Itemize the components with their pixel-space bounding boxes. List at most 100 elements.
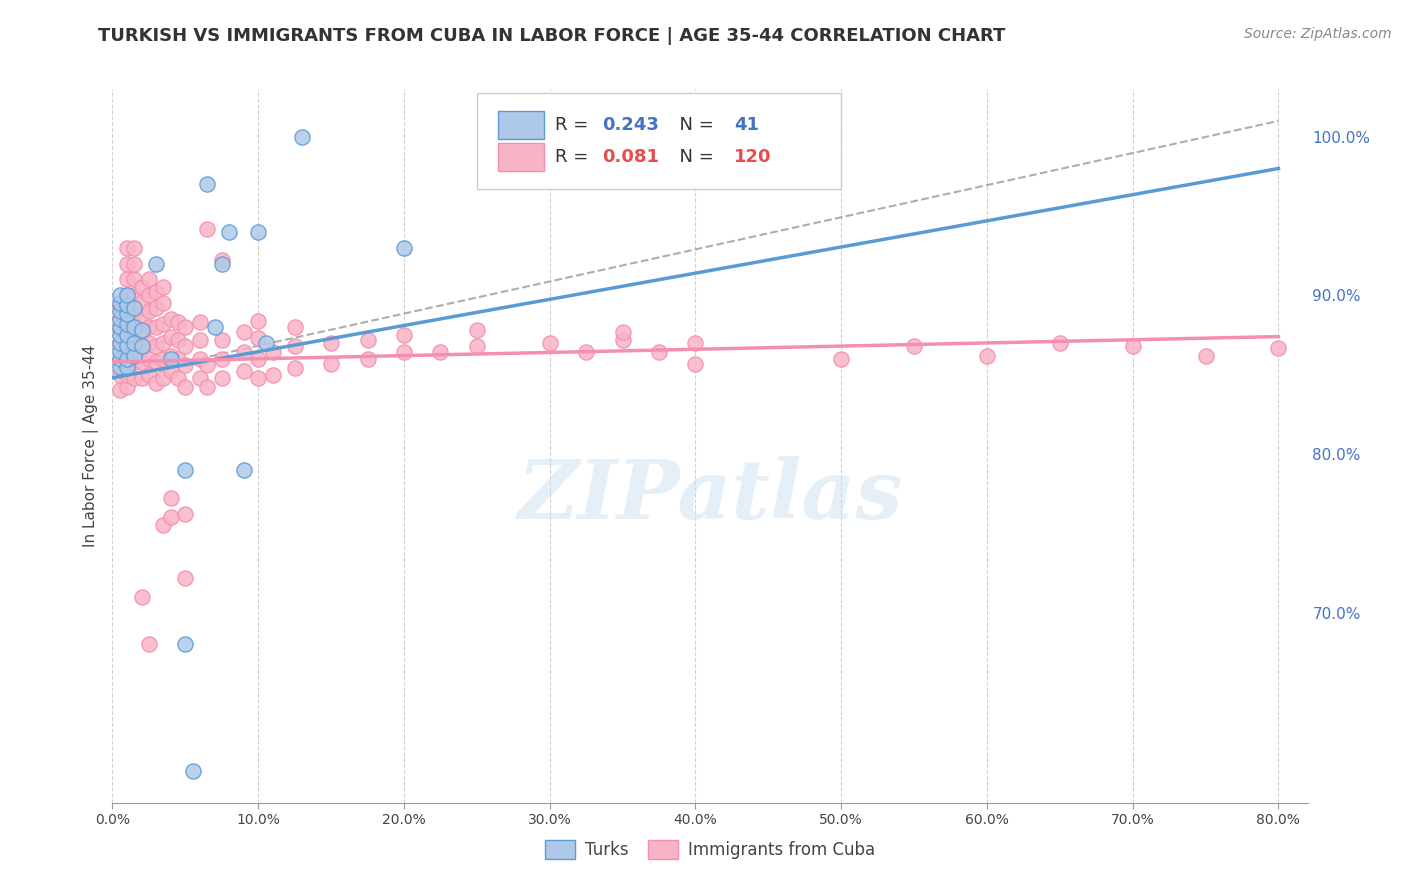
- Point: [174, 571, 197, 585]
- Point: [976, 349, 998, 363]
- Point: [232, 364, 254, 378]
- Point: [159, 349, 181, 363]
- Point: [138, 637, 160, 651]
- FancyBboxPatch shape: [499, 143, 544, 171]
- Point: [115, 307, 138, 321]
- Point: [195, 178, 218, 192]
- Point: [108, 359, 131, 374]
- Point: [131, 294, 153, 309]
- Point: [167, 315, 190, 329]
- Point: [262, 345, 284, 359]
- Point: [145, 355, 167, 369]
- Point: [115, 328, 138, 343]
- Point: [284, 320, 307, 334]
- Point: [152, 296, 174, 310]
- Point: [138, 288, 160, 302]
- Point: [174, 320, 197, 334]
- Point: [108, 351, 131, 366]
- Point: [465, 339, 488, 353]
- Point: [115, 315, 138, 329]
- Point: [247, 371, 270, 385]
- Point: [145, 285, 167, 300]
- Point: [145, 339, 167, 353]
- Point: [115, 380, 138, 394]
- Point: [131, 343, 153, 357]
- Point: [247, 314, 270, 328]
- Text: ZIPatlas: ZIPatlas: [517, 456, 903, 536]
- Point: [108, 351, 131, 366]
- Point: [124, 272, 146, 286]
- Point: [115, 272, 138, 286]
- Point: [124, 371, 146, 385]
- Point: [131, 310, 153, 325]
- Point: [174, 507, 197, 521]
- Point: [115, 288, 138, 302]
- Point: [138, 272, 160, 286]
- Point: [124, 257, 146, 271]
- Point: [195, 358, 218, 372]
- Point: [612, 325, 634, 339]
- Point: [232, 463, 254, 477]
- Text: 120: 120: [734, 148, 772, 166]
- Point: [124, 288, 146, 302]
- Point: [108, 288, 131, 302]
- Point: [612, 333, 634, 347]
- Point: [131, 280, 153, 294]
- Point: [159, 312, 181, 326]
- Point: [247, 225, 270, 239]
- Point: [685, 335, 707, 350]
- Point: [124, 328, 146, 343]
- Point: [115, 241, 138, 255]
- Point: [138, 335, 160, 350]
- Point: [174, 339, 197, 353]
- Point: [319, 357, 342, 371]
- Point: [211, 333, 233, 347]
- Point: [115, 317, 138, 331]
- Point: [159, 364, 181, 378]
- Point: [1122, 339, 1144, 353]
- Point: [152, 280, 174, 294]
- Point: [188, 371, 211, 385]
- Point: [124, 343, 146, 358]
- Point: [392, 345, 415, 359]
- Point: [131, 355, 153, 369]
- Point: [108, 343, 131, 358]
- Point: [131, 339, 153, 353]
- Point: [131, 590, 153, 604]
- Text: Source: ZipAtlas.com: Source: ZipAtlas.com: [1244, 27, 1392, 41]
- Point: [108, 384, 131, 398]
- Point: [903, 339, 925, 353]
- Point: [115, 328, 138, 343]
- Point: [181, 764, 204, 778]
- Text: N =: N =: [668, 116, 720, 134]
- Point: [648, 345, 671, 359]
- Point: [211, 257, 233, 271]
- FancyBboxPatch shape: [477, 93, 842, 189]
- Point: [124, 241, 146, 255]
- Point: [211, 351, 233, 366]
- Point: [319, 335, 342, 350]
- Point: [138, 304, 160, 318]
- Point: [115, 343, 138, 357]
- Point: [159, 329, 181, 343]
- Point: [108, 310, 131, 325]
- Point: [167, 371, 190, 385]
- Point: [232, 345, 254, 359]
- Point: [115, 339, 138, 353]
- Point: [204, 320, 226, 334]
- Point: [124, 301, 146, 315]
- FancyBboxPatch shape: [499, 111, 544, 139]
- Point: [108, 328, 131, 343]
- Point: [188, 351, 211, 366]
- Point: [138, 351, 160, 366]
- Point: [1267, 341, 1289, 355]
- Text: N =: N =: [668, 148, 720, 166]
- Point: [108, 312, 131, 326]
- Point: [159, 491, 181, 506]
- Point: [108, 335, 131, 350]
- Point: [131, 371, 153, 385]
- Point: [152, 351, 174, 366]
- Text: R =: R =: [554, 116, 593, 134]
- Point: [115, 368, 138, 382]
- Point: [284, 339, 307, 353]
